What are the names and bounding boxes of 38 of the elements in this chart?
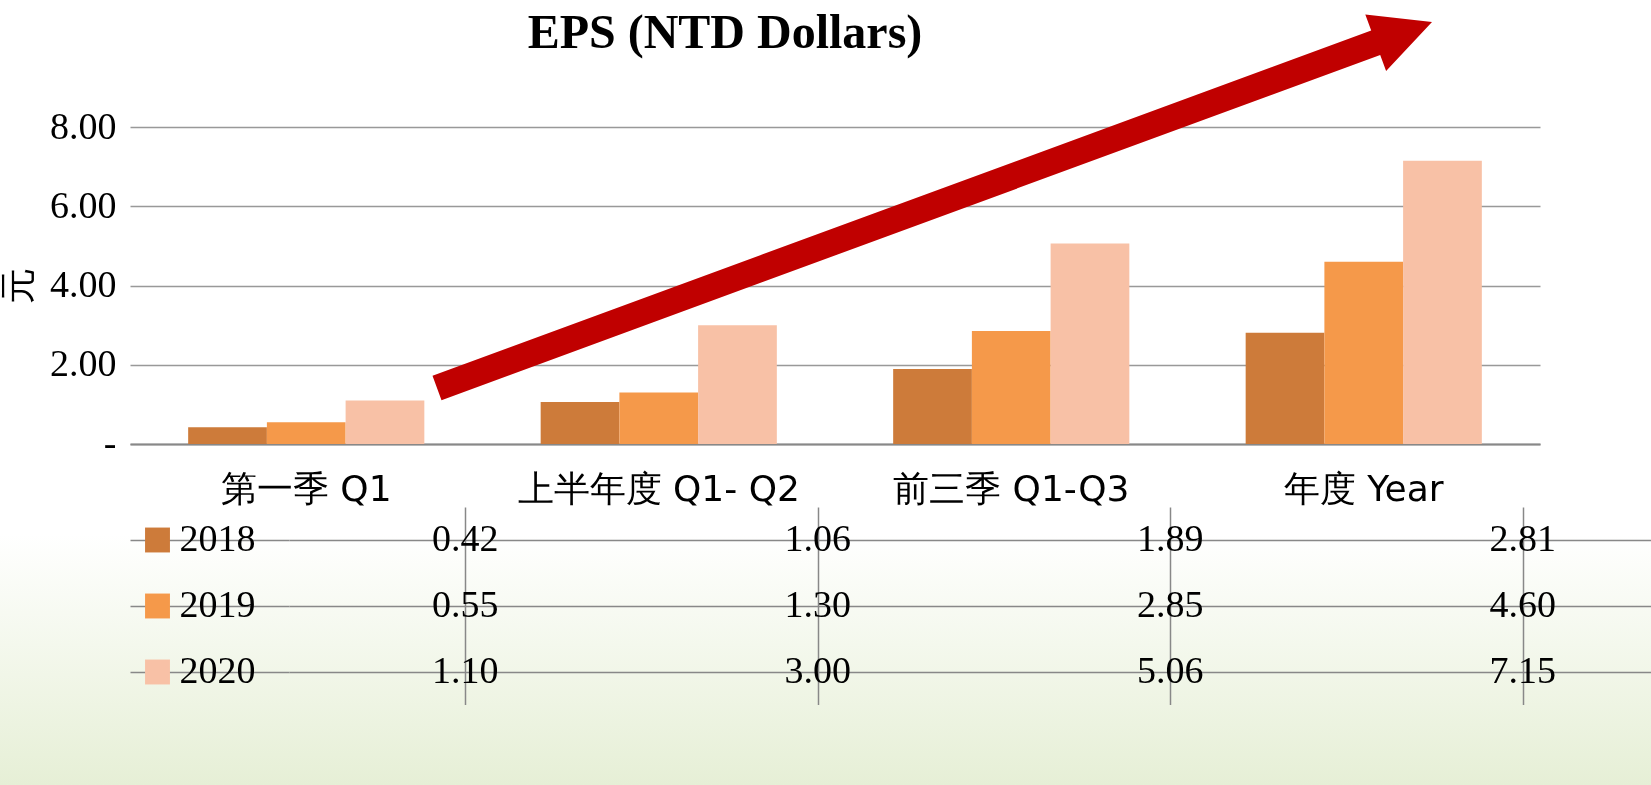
bar bbox=[540, 402, 620, 444]
bar bbox=[1050, 243, 1130, 444]
data-label: 2.81 bbox=[1489, 517, 1556, 559]
x-tick-label: 第一季 Q1 bbox=[220, 467, 392, 509]
data-label: 7.15 bbox=[1489, 649, 1556, 691]
bar bbox=[893, 369, 972, 444]
chart-title: EPS (NTD Dollars) bbox=[527, 5, 923, 59]
data-label: 0.55 bbox=[432, 583, 499, 625]
bar bbox=[698, 325, 777, 444]
y-tick-label: 2.00 bbox=[50, 342, 117, 385]
data-label: 1.10 bbox=[432, 649, 499, 691]
bar bbox=[188, 427, 267, 444]
y-tick-label: 6.00 bbox=[50, 183, 117, 226]
data-label: 1.06 bbox=[784, 517, 851, 559]
x-tick-label: 上半年度 Q1- Q2 bbox=[517, 467, 800, 509]
x-tick-label: 年度 Year bbox=[1283, 467, 1444, 509]
data-label: 4.60 bbox=[1489, 583, 1556, 625]
legend-label: 2020 bbox=[179, 649, 256, 691]
bar bbox=[971, 331, 1051, 444]
y-tick-label: - bbox=[103, 421, 117, 464]
data-label: 5.06 bbox=[1137, 649, 1204, 691]
data-label: 1.89 bbox=[1137, 517, 1204, 559]
bar bbox=[1403, 160, 1482, 444]
y-tick-label: 4.00 bbox=[50, 263, 117, 305]
data-label: 1.30 bbox=[784, 583, 851, 625]
y-tick-label: 8.00 bbox=[50, 104, 117, 147]
y-axis-title: 元 bbox=[0, 268, 38, 304]
bar bbox=[1324, 261, 1404, 444]
data-label: 2.85 bbox=[1137, 583, 1204, 625]
data-label: 3.00 bbox=[784, 649, 851, 691]
legend-label: 2018 bbox=[179, 517, 256, 559]
bar bbox=[266, 422, 346, 444]
bar bbox=[345, 400, 425, 444]
bar bbox=[619, 392, 699, 444]
bar bbox=[1245, 332, 1325, 444]
legend-label: 2019 bbox=[179, 583, 256, 625]
data-label: 0.42 bbox=[432, 517, 499, 559]
x-tick-label: 前三季 Q1-Q3 bbox=[893, 467, 1130, 509]
